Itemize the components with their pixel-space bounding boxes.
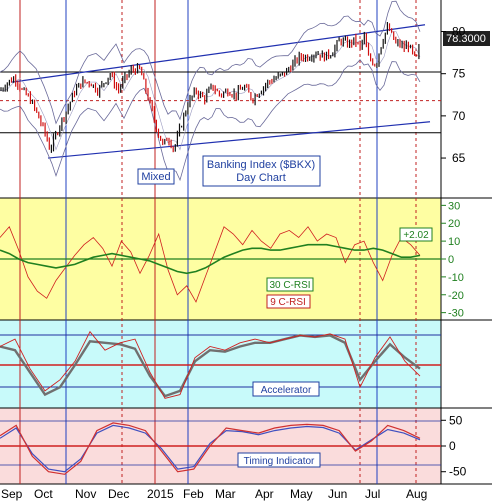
mixed-box bbox=[137, 168, 175, 185]
lower-channel-line bbox=[47, 121, 431, 159]
last-price-box bbox=[443, 31, 490, 46]
timing-tick-label: -50 bbox=[449, 465, 467, 479]
rsi-tick-label: 0 bbox=[448, 254, 454, 266]
timing-tick-label: 50 bbox=[449, 413, 463, 427]
rsi-panel bbox=[0, 226, 441, 303]
rsi-callout-box bbox=[399, 227, 433, 242]
mixed-annotation: Mixed bbox=[141, 171, 170, 183]
rsi-tick-label: -10 bbox=[448, 272, 464, 284]
x-tick-label: Sep bbox=[1, 487, 23, 501]
accelerator-label: Accelerator bbox=[261, 385, 312, 396]
timing-red-line bbox=[0, 422, 421, 475]
rsi9-legend-box bbox=[266, 294, 311, 309]
price-tick-label: 70 bbox=[452, 109, 466, 123]
x-tick-label: Nov bbox=[75, 487, 96, 501]
x-tick-label: Mar bbox=[215, 487, 236, 501]
right-axis-bg bbox=[441, 0, 492, 484]
upper-band bbox=[0, 0, 421, 125]
acc-fast-line bbox=[0, 330, 421, 399]
timing-label: Timing Indicator bbox=[244, 456, 315, 467]
x-tick-label: Oct bbox=[34, 487, 53, 501]
rsi-tick-label: 10 bbox=[448, 236, 460, 248]
x-tick-label: Jul bbox=[365, 487, 380, 501]
accelerator-panel bbox=[0, 330, 441, 399]
price-tick-label: 75 bbox=[452, 67, 466, 81]
chart-subtitle: Day Chart bbox=[236, 172, 286, 184]
last-price-label: 78.3000 bbox=[446, 33, 486, 45]
rsi30-line bbox=[0, 243, 421, 275]
timing-tick-label: 0 bbox=[449, 439, 456, 453]
x-tick-label: Jun bbox=[328, 487, 347, 501]
rsi9-legend: 9 C-RSI bbox=[270, 297, 306, 308]
timing-label-box bbox=[237, 452, 321, 468]
x-axis: Sep Oct Nov Dec 2015 Feb Mar Apr May Jun Jul Aug bbox=[1, 487, 427, 501]
x-tick-label: Apr bbox=[255, 487, 274, 501]
rsi30-legend-box bbox=[266, 277, 314, 292]
y-axes: 65 70 75 80 30 20 10 0 -10 -20 -30 50 0 -50 bbox=[441, 25, 467, 479]
chart-title: Banking Index ($BKX) bbox=[207, 159, 315, 171]
rsi-tick-label: -20 bbox=[448, 290, 464, 302]
rsi-tick-label: 20 bbox=[448, 218, 460, 230]
x-tick-label: Feb bbox=[183, 487, 204, 501]
x-tick-label: Aug bbox=[406, 487, 427, 501]
accelerator-label-box bbox=[252, 381, 320, 397]
price-panel bbox=[0, 0, 441, 182]
price-tick-label: 65 bbox=[452, 151, 466, 165]
rsi-tick-label: 30 bbox=[448, 200, 460, 212]
timing-panel bbox=[0, 420, 441, 475]
rsi30-legend: 30 C-RSI bbox=[269, 280, 310, 291]
rsi-callout: +2.02 bbox=[403, 230, 429, 241]
price-tick-label: 80 bbox=[452, 25, 466, 39]
lower-band bbox=[0, 59, 421, 182]
x-tick-label: Dec bbox=[108, 487, 129, 501]
title-box bbox=[202, 155, 321, 187]
axis-area-bg bbox=[0, 484, 492, 501]
x-tick-label: May bbox=[290, 487, 313, 501]
x-tick-label: 2015 bbox=[147, 487, 174, 501]
rsi-tick-label: -30 bbox=[448, 308, 464, 320]
